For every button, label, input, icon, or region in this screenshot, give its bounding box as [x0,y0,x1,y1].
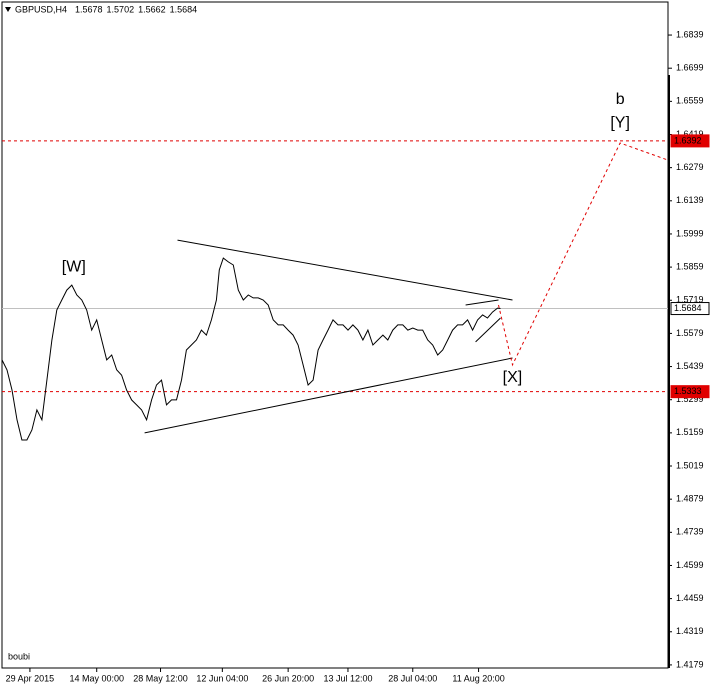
y-tick-label: 1.5019 [676,460,704,470]
price-label-box [670,134,710,148]
y-tick-label: 1.6839 [676,29,704,39]
y-tick-label: 1.5159 [676,427,704,437]
footer: boubi [8,651,30,661]
trendline [465,299,499,306]
price-label: 1.5333 [674,386,702,396]
wave-label: [Y] [610,114,630,131]
x-tick-label: 14 May 00:00 [69,673,124,683]
x-tick-label: 28 May 12:00 [133,673,188,683]
price-label-box [670,385,710,399]
wave-label: [X] [503,369,523,386]
wave-label: [W] [62,258,86,275]
y-tick-label: 1.6559 [676,96,704,106]
y-tick-label: 1.6139 [676,195,704,205]
trendline [475,317,501,343]
y-tick-label: 1.4599 [676,560,704,570]
symbol: GBPUSD,H4 [15,4,67,14]
x-tick-label: 13 Jul 12:00 [323,673,372,683]
price-label-box [670,302,710,316]
y-tick-label: 1.4879 [676,494,704,504]
ohlc-value: 1.5678 [75,4,103,14]
y-tick-label: 1.6279 [676,162,704,172]
trendline [144,357,513,434]
x-tick-label: 29 Apr 2015 [6,673,55,683]
x-tick-label: 26 Jun 20:00 [262,673,314,683]
ohlc-value: 1.5662 [138,4,166,14]
trendline [177,239,513,301]
axis-bar [668,75,670,668]
y-tick-label: 1.4739 [676,527,704,537]
price-label: 1.6392 [674,135,702,145]
y-tick-label: 1.5579 [676,328,704,338]
x-tick-label: 12 Jun 04:00 [196,673,248,683]
y-tick-label: 1.5299 [676,394,704,404]
x-tick-label: 28 Jul 04:00 [388,673,437,683]
y-tick-label: 1.5999 [676,228,704,238]
y-tick-label: 1.4459 [676,593,704,603]
price-label: 1.5684 [674,303,702,313]
wave-label: b [616,91,625,108]
trendline [498,142,669,367]
y-tick-label: 1.4319 [676,626,704,636]
y-tick-label: 1.5719 [676,295,704,305]
y-tick-label: 1.4179 [676,659,704,669]
plot-border [1,1,669,669]
ohlc-value: 1.5702 [107,4,135,14]
y-tick-label: 1.5439 [676,361,704,371]
y-tick-label: 1.5859 [676,261,704,271]
ohlc-value: 1.5684 [170,4,198,14]
x-tick-label: 11 Aug 20:00 [452,673,504,683]
y-tick-label: 1.6699 [676,63,704,73]
y-tick-label: 1.6419 [676,129,704,139]
header-triangle [5,7,11,12]
price-line-series [1,257,501,441]
